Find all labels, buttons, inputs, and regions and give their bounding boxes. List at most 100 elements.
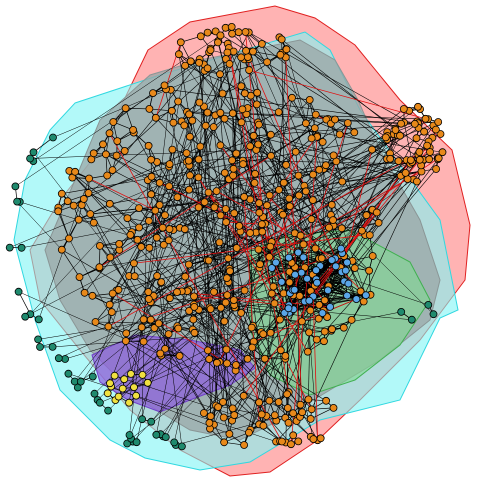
- graph-edge: [234, 304, 319, 320]
- node-orange: [84, 189, 93, 197]
- node-orange: [185, 132, 194, 141]
- node-orange: [144, 295, 153, 303]
- node-teal: [5, 243, 14, 252]
- node-orange: [325, 223, 333, 232]
- node-blue: [313, 278, 321, 287]
- node-orange: [320, 327, 329, 336]
- node-orange: [372, 208, 381, 217]
- node-teal: [34, 315, 43, 324]
- node-orange: [252, 100, 261, 109]
- node-orange: [412, 134, 421, 143]
- graph-edge: [58, 296, 195, 359]
- node-teal: [170, 438, 179, 447]
- node-orange: [339, 323, 348, 332]
- node-teal: [48, 342, 57, 351]
- node-orange: [154, 319, 163, 328]
- graph-edge: [275, 262, 291, 294]
- node-orange: [397, 119, 406, 128]
- node-teal: [424, 300, 433, 309]
- node-orange: [216, 31, 225, 40]
- graph-edge: [69, 170, 279, 403]
- node-orange: [307, 405, 316, 414]
- node-orange: [122, 329, 131, 338]
- node-orange: [284, 418, 293, 427]
- node-teal: [429, 310, 438, 319]
- node-orange: [223, 359, 231, 368]
- node-orange: [283, 404, 292, 412]
- node-orange: [164, 330, 173, 339]
- node-orange: [86, 210, 95, 218]
- node-orange: [277, 35, 286, 44]
- graph-edge: [99, 155, 272, 268]
- node-orange: [228, 404, 237, 413]
- node-orange: [328, 325, 336, 334]
- node-orange: [426, 148, 434, 156]
- node-orange: [331, 115, 339, 124]
- node-orange: [415, 155, 424, 164]
- node-teal: [11, 182, 20, 191]
- node-orange: [54, 207, 63, 216]
- node-orange: [206, 305, 215, 313]
- graph-edge: [109, 133, 283, 442]
- node-orange: [161, 211, 169, 220]
- node-orange: [108, 289, 117, 298]
- node-orange: [279, 178, 288, 187]
- graph-edge: [312, 174, 363, 231]
- node-orange: [175, 351, 184, 360]
- node-orange: [95, 263, 104, 272]
- node-orange: [212, 358, 221, 367]
- node-orange: [139, 315, 148, 324]
- node-orange: [216, 70, 224, 79]
- node-orange: [232, 244, 241, 252]
- node-orange: [250, 178, 259, 187]
- node-orange: [421, 114, 430, 123]
- node-orange: [222, 274, 231, 283]
- node-orange: [194, 173, 203, 182]
- graph-edge: [109, 268, 230, 305]
- node-yellow: [103, 389, 112, 398]
- node-orange: [180, 225, 189, 234]
- node-orange: [240, 286, 249, 295]
- node-teal: [76, 377, 85, 386]
- node-orange: [246, 142, 255, 151]
- node-orange: [296, 231, 305, 240]
- node-orange: [260, 354, 269, 363]
- graph-edge: [281, 39, 396, 131]
- node-orange: [168, 145, 177, 154]
- node-orange: [432, 165, 441, 173]
- node-orange: [209, 287, 218, 296]
- node-orange: [115, 239, 124, 248]
- node-orange: [337, 224, 346, 233]
- node-orange: [146, 315, 155, 324]
- node-orange: [173, 288, 181, 297]
- node-orange: [205, 418, 214, 427]
- graph-edge: [248, 32, 419, 129]
- node-blue: [343, 291, 352, 300]
- node-orange: [282, 45, 291, 54]
- node-orange: [295, 191, 303, 200]
- node-orange: [295, 291, 304, 300]
- graph-edge: [333, 122, 419, 156]
- node-orange: [104, 322, 113, 331]
- graph-edge: [16, 201, 62, 250]
- graph-edge: [107, 294, 228, 411]
- node-blue: [284, 253, 293, 262]
- graph-edge: [228, 258, 276, 263]
- node-orange: [174, 324, 183, 333]
- node-orange: [65, 234, 73, 243]
- node-orange: [206, 412, 215, 421]
- node-orange: [99, 140, 107, 149]
- node-orange: [105, 300, 114, 309]
- node-orange: [204, 256, 213, 265]
- node-orange: [275, 185, 283, 194]
- node-orange: [350, 264, 359, 273]
- node-orange: [294, 171, 303, 180]
- graph-edge: [189, 165, 277, 421]
- graph-edge: [254, 182, 367, 296]
- node-blue: [303, 274, 312, 283]
- node-orange: [335, 130, 344, 139]
- graph-edge: [52, 63, 230, 138]
- node-orange: [219, 398, 227, 406]
- node-blue: [352, 295, 361, 304]
